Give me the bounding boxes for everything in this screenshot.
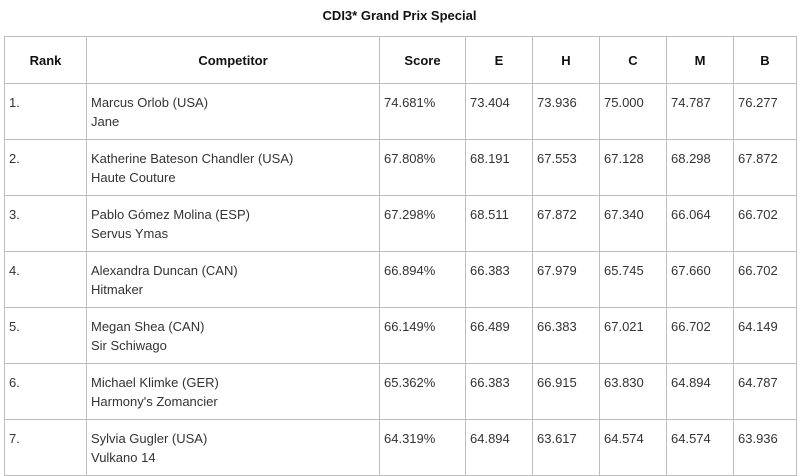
results-page: CDI3* Grand Prix Special Rank Competitor… xyxy=(4,8,797,476)
horse-name: Harmony's Zomancier xyxy=(91,394,218,409)
header-rank: Rank xyxy=(4,36,87,84)
score-cell: 64.319% xyxy=(379,419,466,476)
table-row: 1. Marcus Orlob (USA) Jane 74.681% 73.40… xyxy=(4,83,797,140)
score-cell: 67.808% xyxy=(379,139,466,196)
header-c: C xyxy=(599,36,667,84)
judge-b-cell: 63.936 xyxy=(733,419,797,476)
horse-name: Sir Schiwago xyxy=(91,338,167,353)
judge-e-cell: 68.511 xyxy=(465,195,533,252)
table-title: CDI3* Grand Prix Special xyxy=(322,8,477,23)
judge-c-cell: 67.340 xyxy=(599,195,667,252)
competitor-cell: Megan Shea (CAN) Sir Schiwago xyxy=(86,307,380,364)
judge-h-cell: 63.617 xyxy=(532,419,600,476)
header-b: B xyxy=(733,36,797,84)
score-cell: 66.894% xyxy=(379,251,466,308)
rider-name: Megan Shea (CAN) xyxy=(91,319,205,334)
header-row: Rank Competitor Score E H C M B xyxy=(4,36,797,84)
horse-name: Servus Ymas xyxy=(91,226,169,241)
rank-cell: 5. xyxy=(4,307,87,364)
rank-cell: 1. xyxy=(4,83,87,140)
judge-b-cell: 64.149 xyxy=(733,307,797,364)
competitor-cell: Katherine Bateson Chandler (USA) Haute C… xyxy=(86,139,380,196)
rank-cell: 4. xyxy=(4,251,87,308)
judge-b-cell: 66.702 xyxy=(733,251,797,308)
competitor-cell: Marcus Orlob (USA) Jane xyxy=(86,83,380,140)
header-h: H xyxy=(532,36,600,84)
judge-e-cell: 66.489 xyxy=(465,307,533,364)
judge-c-cell: 67.128 xyxy=(599,139,667,196)
header-score: Score xyxy=(379,36,466,84)
judge-m-cell: 74.787 xyxy=(666,83,734,140)
judge-b-cell: 66.702 xyxy=(733,195,797,252)
rider-name: Pablo Gómez Molina (ESP) xyxy=(91,207,250,222)
results-table: Rank Competitor Score E H C M B 1. Marcu… xyxy=(4,36,797,476)
table-row: 4. Alexandra Duncan (CAN) Hitmaker 66.89… xyxy=(4,251,797,308)
horse-name: Hitmaker xyxy=(91,282,144,297)
judge-m-cell: 64.894 xyxy=(666,363,734,420)
rider-name: Marcus Orlob (USA) xyxy=(91,95,209,110)
judge-m-cell: 66.702 xyxy=(666,307,734,364)
judge-c-cell: 75.000 xyxy=(599,83,667,140)
rider-name: Alexandra Duncan (CAN) xyxy=(91,263,238,278)
judge-c-cell: 67.021 xyxy=(599,307,667,364)
rider-name: Michael Klimke (GER) xyxy=(91,375,219,390)
score-cell: 66.149% xyxy=(379,307,466,364)
rank-cell: 3. xyxy=(4,195,87,252)
judge-b-cell: 76.277 xyxy=(733,83,797,140)
judge-e-cell: 73.404 xyxy=(465,83,533,140)
horse-name: Vulkano 14 xyxy=(91,450,156,465)
header-m: M xyxy=(666,36,734,84)
horse-name: Jane xyxy=(91,114,120,129)
judge-h-cell: 67.553 xyxy=(532,139,600,196)
judge-h-cell: 66.915 xyxy=(532,363,600,420)
judge-m-cell: 67.660 xyxy=(666,251,734,308)
judge-e-cell: 66.383 xyxy=(465,363,533,420)
rank-cell: 2. xyxy=(4,139,87,196)
competitor-cell: Michael Klimke (GER) Harmony's Zomancier xyxy=(86,363,380,420)
judge-h-cell: 66.383 xyxy=(532,307,600,364)
score-cell: 67.298% xyxy=(379,195,466,252)
judge-m-cell: 68.298 xyxy=(666,139,734,196)
header-e: E xyxy=(465,36,533,84)
horse-name: Haute Couture xyxy=(91,170,176,185)
judge-h-cell: 67.872 xyxy=(532,195,600,252)
judge-e-cell: 64.894 xyxy=(465,419,533,476)
table-row: 6. Michael Klimke (GER) Harmony's Zomanc… xyxy=(4,363,797,420)
table-row: 5. Megan Shea (CAN) Sir Schiwago 66.149%… xyxy=(4,307,797,364)
judge-b-cell: 67.872 xyxy=(733,139,797,196)
rank-cell: 7. xyxy=(4,419,87,476)
judge-h-cell: 73.936 xyxy=(532,83,600,140)
score-cell: 74.681% xyxy=(379,83,466,140)
rider-name: Katherine Bateson Chandler (USA) xyxy=(91,151,294,166)
table-row: 2. Katherine Bateson Chandler (USA) Haut… xyxy=(4,139,797,196)
rank-cell: 6. xyxy=(4,363,87,420)
competitor-cell: Sylvia Gugler (USA) Vulkano 14 xyxy=(86,419,380,476)
judge-m-cell: 64.574 xyxy=(666,419,734,476)
judge-e-cell: 66.383 xyxy=(465,251,533,308)
judge-b-cell: 64.787 xyxy=(733,363,797,420)
judge-c-cell: 65.745 xyxy=(599,251,667,308)
judge-c-cell: 64.574 xyxy=(599,419,667,476)
competitor-cell: Alexandra Duncan (CAN) Hitmaker xyxy=(86,251,380,308)
competitor-cell: Pablo Gómez Molina (ESP) Servus Ymas xyxy=(86,195,380,252)
score-cell: 65.362% xyxy=(379,363,466,420)
table-row: 7. Sylvia Gugler (USA) Vulkano 14 64.319… xyxy=(4,419,797,476)
judge-h-cell: 67.979 xyxy=(532,251,600,308)
judge-c-cell: 63.830 xyxy=(599,363,667,420)
header-competitor: Competitor xyxy=(86,36,380,84)
judge-e-cell: 68.191 xyxy=(465,139,533,196)
table-row: 3. Pablo Gómez Molina (ESP) Servus Ymas … xyxy=(4,195,797,252)
judge-m-cell: 66.064 xyxy=(666,195,734,252)
